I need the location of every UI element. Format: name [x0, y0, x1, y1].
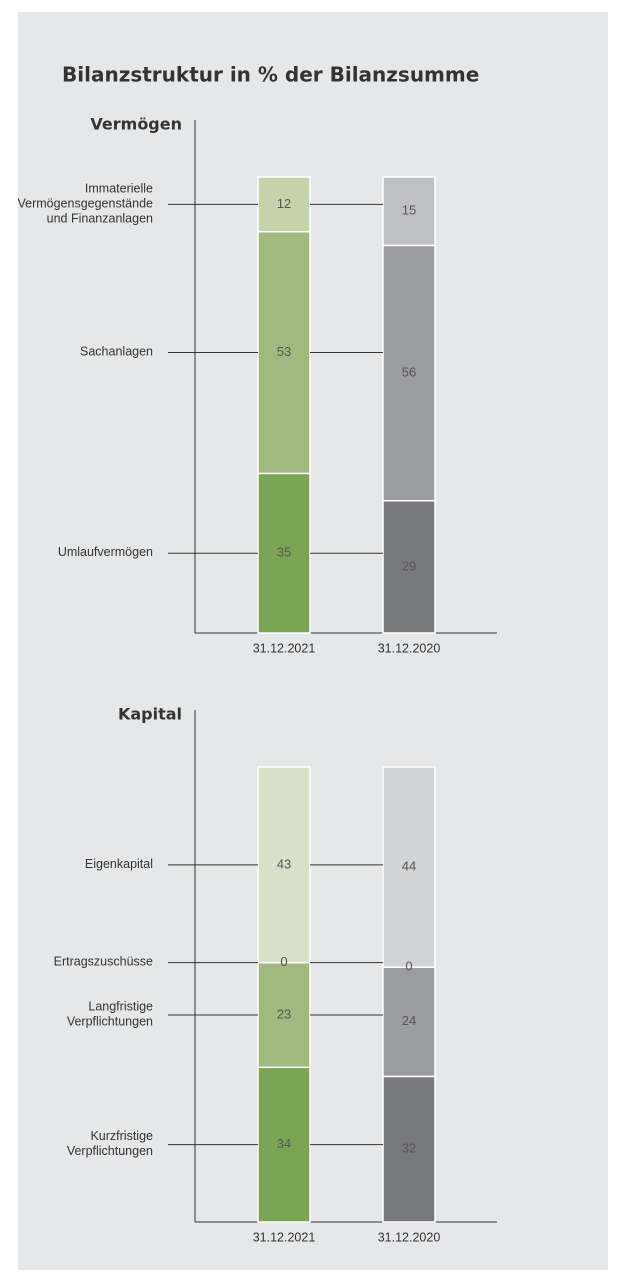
label-line: Sachanlagen	[80, 345, 153, 359]
label-line: Verpflichtungen	[67, 1144, 153, 1158]
value-label: 15	[402, 203, 416, 218]
x-tick-label: 31.12.2020	[378, 641, 441, 655]
series-label: Ertragszuschüsse	[54, 955, 153, 969]
page-title: Bilanzstruktur in % der Bilanzsumme	[62, 63, 479, 87]
series-label: Umlaufvermögen	[58, 545, 153, 559]
label-line: und Finanzanlagen	[47, 212, 153, 226]
series-label: Sachanlagen	[80, 345, 153, 359]
bar-segment	[382, 966, 436, 1078]
label-line: Immaterielle	[85, 182, 153, 196]
bar-segment	[382, 766, 436, 968]
value-label: 56	[402, 365, 416, 380]
label-line: Langfristige	[88, 1000, 153, 1014]
x-tick-label: 31.12.2021	[253, 641, 316, 655]
chart-title: Vermögen	[90, 115, 182, 134]
label-line: Vermögensgegenstände	[17, 197, 153, 211]
value-label: 43	[277, 856, 291, 871]
value-label: 32	[402, 1141, 416, 1156]
value-label: 24	[402, 1013, 416, 1028]
bar-segment	[257, 472, 311, 634]
label-line: Kurzfristige	[90, 1129, 153, 1143]
label-line: Eigenkapital	[85, 857, 153, 871]
label-line: Umlaufvermögen	[58, 545, 153, 559]
series-label: Immaterielle Vermögensgegenstände und Fina…	[17, 182, 153, 226]
value-label: 44	[402, 859, 416, 874]
value-label: 23	[277, 1006, 291, 1021]
label-line: Verpflichtungen	[67, 1015, 153, 1029]
chart-title: Kapital	[118, 705, 182, 724]
series-label: Eigenkapital	[85, 857, 153, 871]
value-label: 0	[405, 959, 412, 974]
series-label: Kurzfristige Verpflichtungen	[67, 1129, 153, 1158]
value-label: 12	[277, 196, 291, 211]
x-tick-label: 31.12.2021	[253, 1230, 316, 1244]
value-label: 29	[402, 558, 416, 573]
x-tick-label: 31.12.2020	[378, 1230, 441, 1244]
value-label: 34	[277, 1136, 291, 1151]
panel	[18, 12, 608, 1270]
value-label: 35	[277, 545, 291, 560]
series-label: Langfristige Verpflichtungen	[67, 1000, 153, 1029]
bar-segment	[382, 176, 436, 247]
bar-segment	[382, 500, 436, 634]
value-label: 0	[280, 954, 287, 969]
value-label: 53	[277, 344, 291, 359]
bar-segment	[257, 176, 311, 233]
label-line: Ertragszuschüsse	[54, 955, 153, 969]
